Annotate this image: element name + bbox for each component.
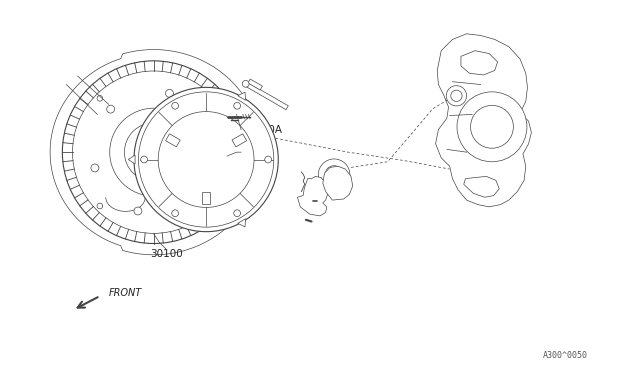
Circle shape xyxy=(134,87,278,232)
Circle shape xyxy=(177,130,236,189)
Circle shape xyxy=(446,86,467,106)
Circle shape xyxy=(234,210,241,217)
Polygon shape xyxy=(461,51,497,75)
Circle shape xyxy=(109,108,198,196)
Circle shape xyxy=(209,132,216,140)
Polygon shape xyxy=(50,49,261,255)
Polygon shape xyxy=(166,134,180,147)
Circle shape xyxy=(265,156,271,163)
Circle shape xyxy=(234,102,241,109)
Text: 30100: 30100 xyxy=(150,248,183,259)
Text: A300^0050: A300^0050 xyxy=(543,351,588,360)
Circle shape xyxy=(243,80,249,87)
Circle shape xyxy=(189,142,223,176)
Circle shape xyxy=(97,203,102,209)
Circle shape xyxy=(62,61,245,244)
Circle shape xyxy=(134,207,142,215)
Circle shape xyxy=(199,153,213,166)
Polygon shape xyxy=(323,166,353,200)
Polygon shape xyxy=(248,79,262,90)
Circle shape xyxy=(138,92,274,227)
Circle shape xyxy=(318,159,350,190)
Circle shape xyxy=(451,90,462,102)
Circle shape xyxy=(325,166,343,184)
Polygon shape xyxy=(436,34,531,207)
Circle shape xyxy=(107,105,115,113)
Polygon shape xyxy=(237,219,246,227)
Circle shape xyxy=(72,71,235,233)
Circle shape xyxy=(141,156,147,163)
Circle shape xyxy=(124,123,183,182)
Circle shape xyxy=(172,102,179,109)
Polygon shape xyxy=(298,176,328,216)
Text: FRONT: FRONT xyxy=(109,288,142,298)
Circle shape xyxy=(205,203,211,209)
Circle shape xyxy=(193,191,201,199)
Polygon shape xyxy=(129,155,135,164)
Text: 30210A: 30210A xyxy=(242,125,282,135)
Polygon shape xyxy=(237,92,246,100)
Circle shape xyxy=(91,164,99,172)
Polygon shape xyxy=(202,192,210,204)
Polygon shape xyxy=(232,134,246,147)
Circle shape xyxy=(457,92,527,162)
Circle shape xyxy=(158,112,254,208)
Circle shape xyxy=(205,96,211,101)
Circle shape xyxy=(141,140,166,164)
Circle shape xyxy=(97,96,102,101)
Text: 30210: 30210 xyxy=(242,147,275,157)
Polygon shape xyxy=(244,82,289,110)
Circle shape xyxy=(470,105,513,148)
Polygon shape xyxy=(464,176,499,197)
Circle shape xyxy=(166,89,173,97)
Circle shape xyxy=(172,210,179,217)
